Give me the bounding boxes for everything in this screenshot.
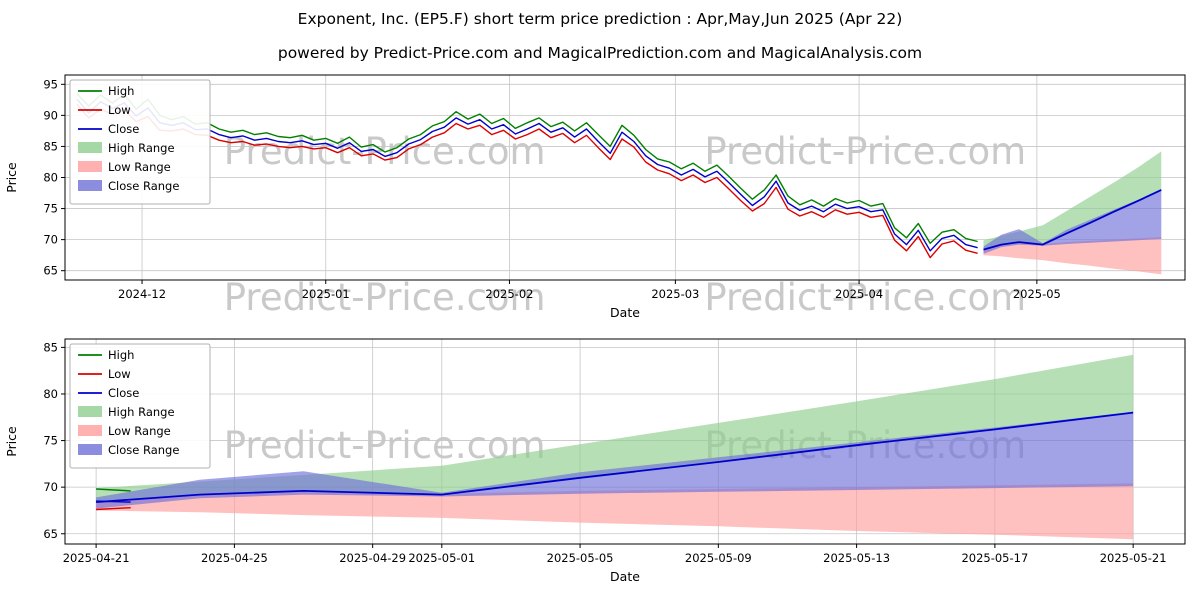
legend-label: Close [108,122,139,136]
plot-border [64,338,1186,545]
close-line [76,98,978,252]
x-tick-label: 2025-05 [1013,287,1061,301]
y-tick-label: 80 [43,387,58,401]
y-tick-label: 85 [43,340,58,354]
legend-box [69,79,211,205]
legend-label: Close Range [108,443,179,457]
legend-label: High [108,84,134,98]
legend-label: High Range [108,405,175,419]
legend-swatch-high-range [78,142,102,153]
high-line [96,488,131,492]
legend-label: Low Range [108,424,171,438]
y-tick-label: 65 [43,264,58,278]
low-range-band [983,237,1162,275]
x-tick-label: 2025-05-21 [1100,551,1167,565]
close-forecast-line [96,411,1134,503]
figure-subtitle: powered by Predict-Price.com and Magical… [277,44,923,62]
y-tick-label: 80 [43,171,58,185]
y-tick-label: 65 [43,527,58,541]
y-tick-label: 75 [43,202,58,216]
legend-label: High [108,348,134,362]
plot-area: 65 70 75 80 85 90 95 2024-12 2025-01 2025-02 2025-… [4,74,1186,320]
y-tick-label: 85 [43,139,58,153]
forecast-detail-chart: 65 70 75 80 85 2025-04-21 2025-04-25 2025-04-29… [4,338,1186,584]
y-tick-label: 90 [43,108,58,122]
x-tick-label: 2025-05-13 [823,551,890,565]
close-range-band [983,189,1162,254]
x-axis-label: Date [610,569,640,584]
y-tick-label: 95 [43,77,58,91]
x-tick-label: 2025-03 [651,287,699,301]
x-tick-label: 2025-04 [835,287,883,301]
low-line [76,103,978,259]
x-tick-label: 2024-12 [118,287,166,301]
close-forecast-line [983,189,1162,251]
figure-title: Exponent, Inc. (EP5.F) short term price … [297,10,903,28]
legend-box [69,343,211,469]
y-tick-label: 70 [43,233,58,247]
legend-label: High Range [108,141,175,155]
x-tick-label: 2025-05-05 [547,551,614,565]
x-tick-label: 2025-02 [485,287,533,301]
x-tick-label: 2025-05-01 [408,551,475,565]
price-history-chart: 65 70 75 80 85 90 95 2024-12 2025-01 2025-02 2025-… [4,74,1186,320]
plot-area: 65 70 75 80 85 2025-04-21 2025-04-25 2025-04-29… [4,338,1186,584]
low-range-band [96,483,1134,540]
legend-swatch-low-range [78,425,102,436]
legend-label: Low Range [108,160,171,174]
high-line [76,93,978,245]
x-tick-label: 2025-05-17 [961,551,1028,565]
x-tick-label: 2025-04-29 [339,551,406,565]
legend-swatch-low-range [78,161,102,172]
legend-label: Close Range [108,179,179,193]
x-tick-label: 2025-04-25 [201,551,268,565]
y-axis-label: Price [4,426,19,457]
x-tick-label: 2025-05-09 [685,551,752,565]
x-tick-label: 2025-01 [302,287,350,301]
legend-swatch-high-range [78,406,102,417]
low-line [96,507,131,511]
legend-label: Close [108,386,139,400]
legend-swatch-close-range [78,180,102,191]
legend-swatch-close-range [78,444,102,455]
legend: High Low Close High Range Low Range Close Ran… [69,79,211,205]
legend-label: Low [108,103,131,117]
x-tick-label: 2025-04-21 [63,551,130,565]
y-tick-label: 70 [43,480,58,494]
close-range-band [96,411,1134,509]
legend-label: Low [108,367,131,381]
y-tick-label: 75 [43,434,58,448]
y-axis-label: Price [4,162,19,193]
legend: High Low Close High Range Low Range Close Ran… [69,343,211,469]
x-axis-label: Date [610,305,640,320]
